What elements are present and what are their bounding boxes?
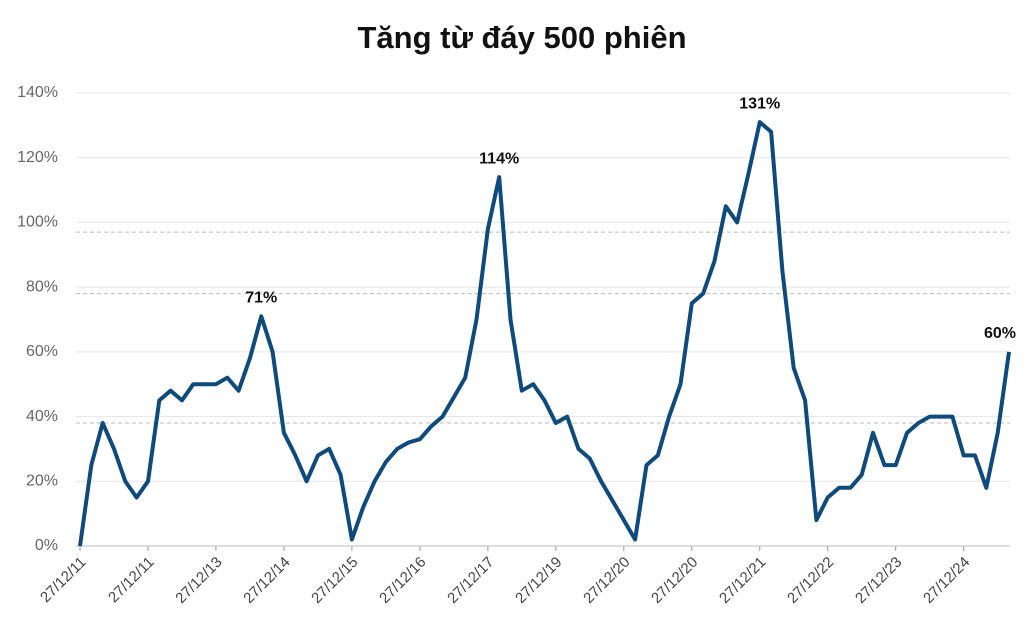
x-tick-label: 27/12/11 xyxy=(105,554,158,607)
x-tick-label: 27/12/13 xyxy=(172,554,225,607)
y-tick-label: 140% xyxy=(17,84,58,101)
y-tick-label: 20% xyxy=(26,473,58,490)
x-tick-label: 27/12/23 xyxy=(852,554,905,607)
value-label: 131% xyxy=(739,95,780,112)
y-tick-label: 40% xyxy=(26,408,58,425)
x-tick-label: 27/12/21 xyxy=(716,554,769,607)
x-tick-label: 27/12/14 xyxy=(240,554,293,607)
x-tick-label: 27/12/16 xyxy=(376,554,429,607)
x-tick-label: 27/12/11 xyxy=(37,554,90,607)
x-tick-label: 27/12/20 xyxy=(580,554,633,607)
x-tick-label: 27/12/20 xyxy=(648,554,701,607)
x-tick-label: 27/12/22 xyxy=(784,554,837,607)
value-label: 114% xyxy=(479,150,519,167)
y-tick-label: 120% xyxy=(17,149,58,166)
x-tick-label: 27/12/19 xyxy=(512,554,565,607)
y-tick-label: 80% xyxy=(26,278,58,295)
chart-title: Tăng từ đáy 500 phiên xyxy=(357,20,686,55)
data-line xyxy=(78,120,1011,547)
y-tick-label: 100% xyxy=(17,214,58,231)
x-tick-label: 27/12/24 xyxy=(920,554,973,607)
y-tick-label: 0% xyxy=(35,537,58,554)
value-label: 60% xyxy=(984,325,1016,342)
value-label: 71% xyxy=(245,289,277,306)
x-tick-label: 27/12/17 xyxy=(444,554,497,607)
x-tick-label: 27/12/15 xyxy=(308,554,361,607)
y-tick-label: 60% xyxy=(26,343,58,360)
